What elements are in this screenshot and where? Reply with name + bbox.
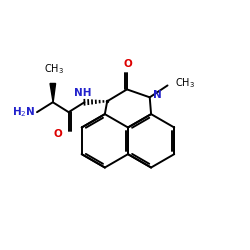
Text: N: N [153,90,162,100]
Text: CH$_3$: CH$_3$ [176,76,196,90]
Text: NH: NH [74,88,91,98]
Text: H$_2$N: H$_2$N [12,105,35,119]
Text: O: O [124,59,132,69]
Text: CH$_3$: CH$_3$ [44,62,64,76]
Polygon shape [50,84,56,102]
Text: O: O [54,129,63,139]
